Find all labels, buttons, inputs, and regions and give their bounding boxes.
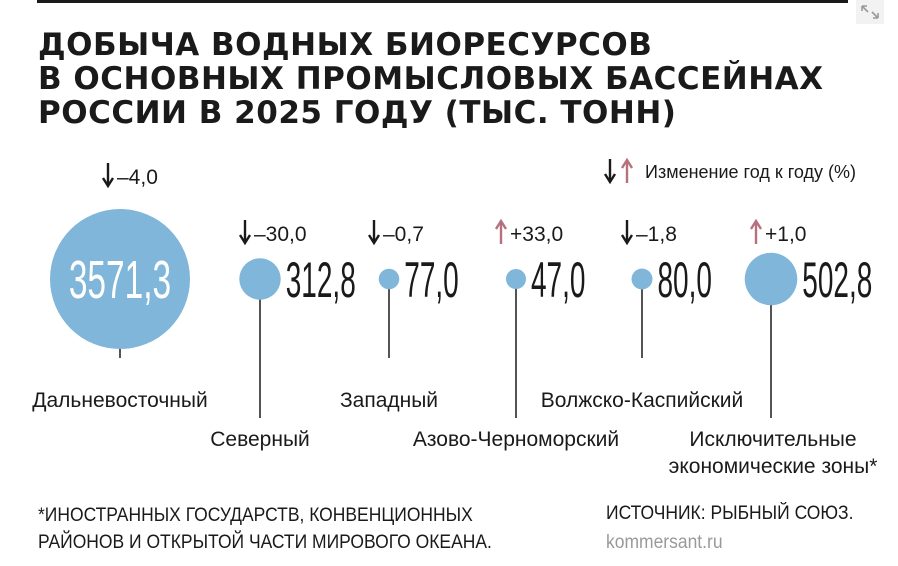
arrow-up-icon bbox=[749, 218, 763, 244]
change-label: –30,0 bbox=[254, 223, 307, 246]
change-label: +1,0 bbox=[765, 223, 806, 246]
bubble-group: 77,0 –0,7 Западный bbox=[340, 220, 459, 412]
value-label: 502,8 bbox=[802, 251, 872, 308]
legend: Изменение год к году (%) bbox=[603, 157, 856, 185]
value-label: 47,0 bbox=[531, 251, 585, 308]
value-label: 3571,3 bbox=[69, 249, 171, 310]
arrow-up-icon bbox=[494, 218, 508, 244]
value-label: 77,0 bbox=[404, 251, 458, 308]
bubble-group: 3571,3 –4,0 Дальневосточный bbox=[32, 163, 208, 412]
source-line: ИСТОЧНИК: РЫБНЫЙ СОЮЗ. bbox=[606, 503, 854, 524]
bubble-group: 312,8 –30,0 Северный bbox=[210, 220, 356, 451]
change-label: –0,7 bbox=[383, 223, 424, 246]
category-label: Волжско-Каспийский bbox=[541, 389, 744, 412]
site-credit: kommersant.ru bbox=[606, 532, 723, 553]
category-label: Северный bbox=[210, 428, 310, 451]
category-label: Дальневосточный bbox=[32, 389, 207, 412]
chart-title: ДОБЫЧА ВОДНЫХ БИОРЕСУРСОВ В ОСНОВНЫХ ПРО… bbox=[38, 27, 824, 131]
category-label: Западный bbox=[340, 389, 438, 412]
legend-arrow-down-icon bbox=[603, 159, 617, 185]
arrow-down-icon bbox=[620, 220, 634, 246]
change-label: –1,8 bbox=[636, 223, 677, 246]
value-label: 312,8 bbox=[286, 251, 356, 308]
value-label: 80,0 bbox=[657, 251, 711, 308]
change-label: –4,0 bbox=[117, 166, 158, 189]
category-label: экономические зоны* bbox=[669, 455, 878, 478]
change-label: +33,0 bbox=[510, 223, 563, 246]
arrow-down-icon bbox=[101, 163, 115, 189]
bubble bbox=[744, 252, 798, 306]
arrow-down-icon bbox=[238, 220, 252, 246]
footnote: *ИНОСТРАННЫХ ГОСУДАРСТВ, КОНВЕНЦИОННЫХ Р… bbox=[38, 505, 492, 553]
bubble bbox=[378, 268, 400, 290]
bubble-group: 80,0 –1,8 Волжско-Каспийский bbox=[541, 220, 744, 412]
bubble bbox=[239, 258, 281, 300]
expand-icon[interactable] bbox=[856, 0, 884, 24]
category-label: Азово-Черноморский bbox=[413, 428, 619, 451]
arrow-down-icon bbox=[367, 220, 381, 246]
category-label: Исключительные bbox=[689, 428, 856, 451]
bubble bbox=[50, 209, 190, 349]
chart-marks: 3571,3 –4,0 Дальневосточный 312,8 –30,0 Север… bbox=[32, 163, 877, 478]
legend-arrow-up-icon bbox=[620, 157, 634, 183]
bubble bbox=[506, 269, 526, 289]
bubble bbox=[631, 268, 653, 290]
bubble-group: 502,8 +1,0 Исключительные экономические зон… bbox=[669, 218, 878, 478]
bubble-group: 47,0 +33,0 Азово-Черноморский bbox=[413, 218, 619, 451]
top-rule bbox=[37, 0, 848, 3]
legend-label: Изменение год к году (%) bbox=[645, 162, 856, 182]
